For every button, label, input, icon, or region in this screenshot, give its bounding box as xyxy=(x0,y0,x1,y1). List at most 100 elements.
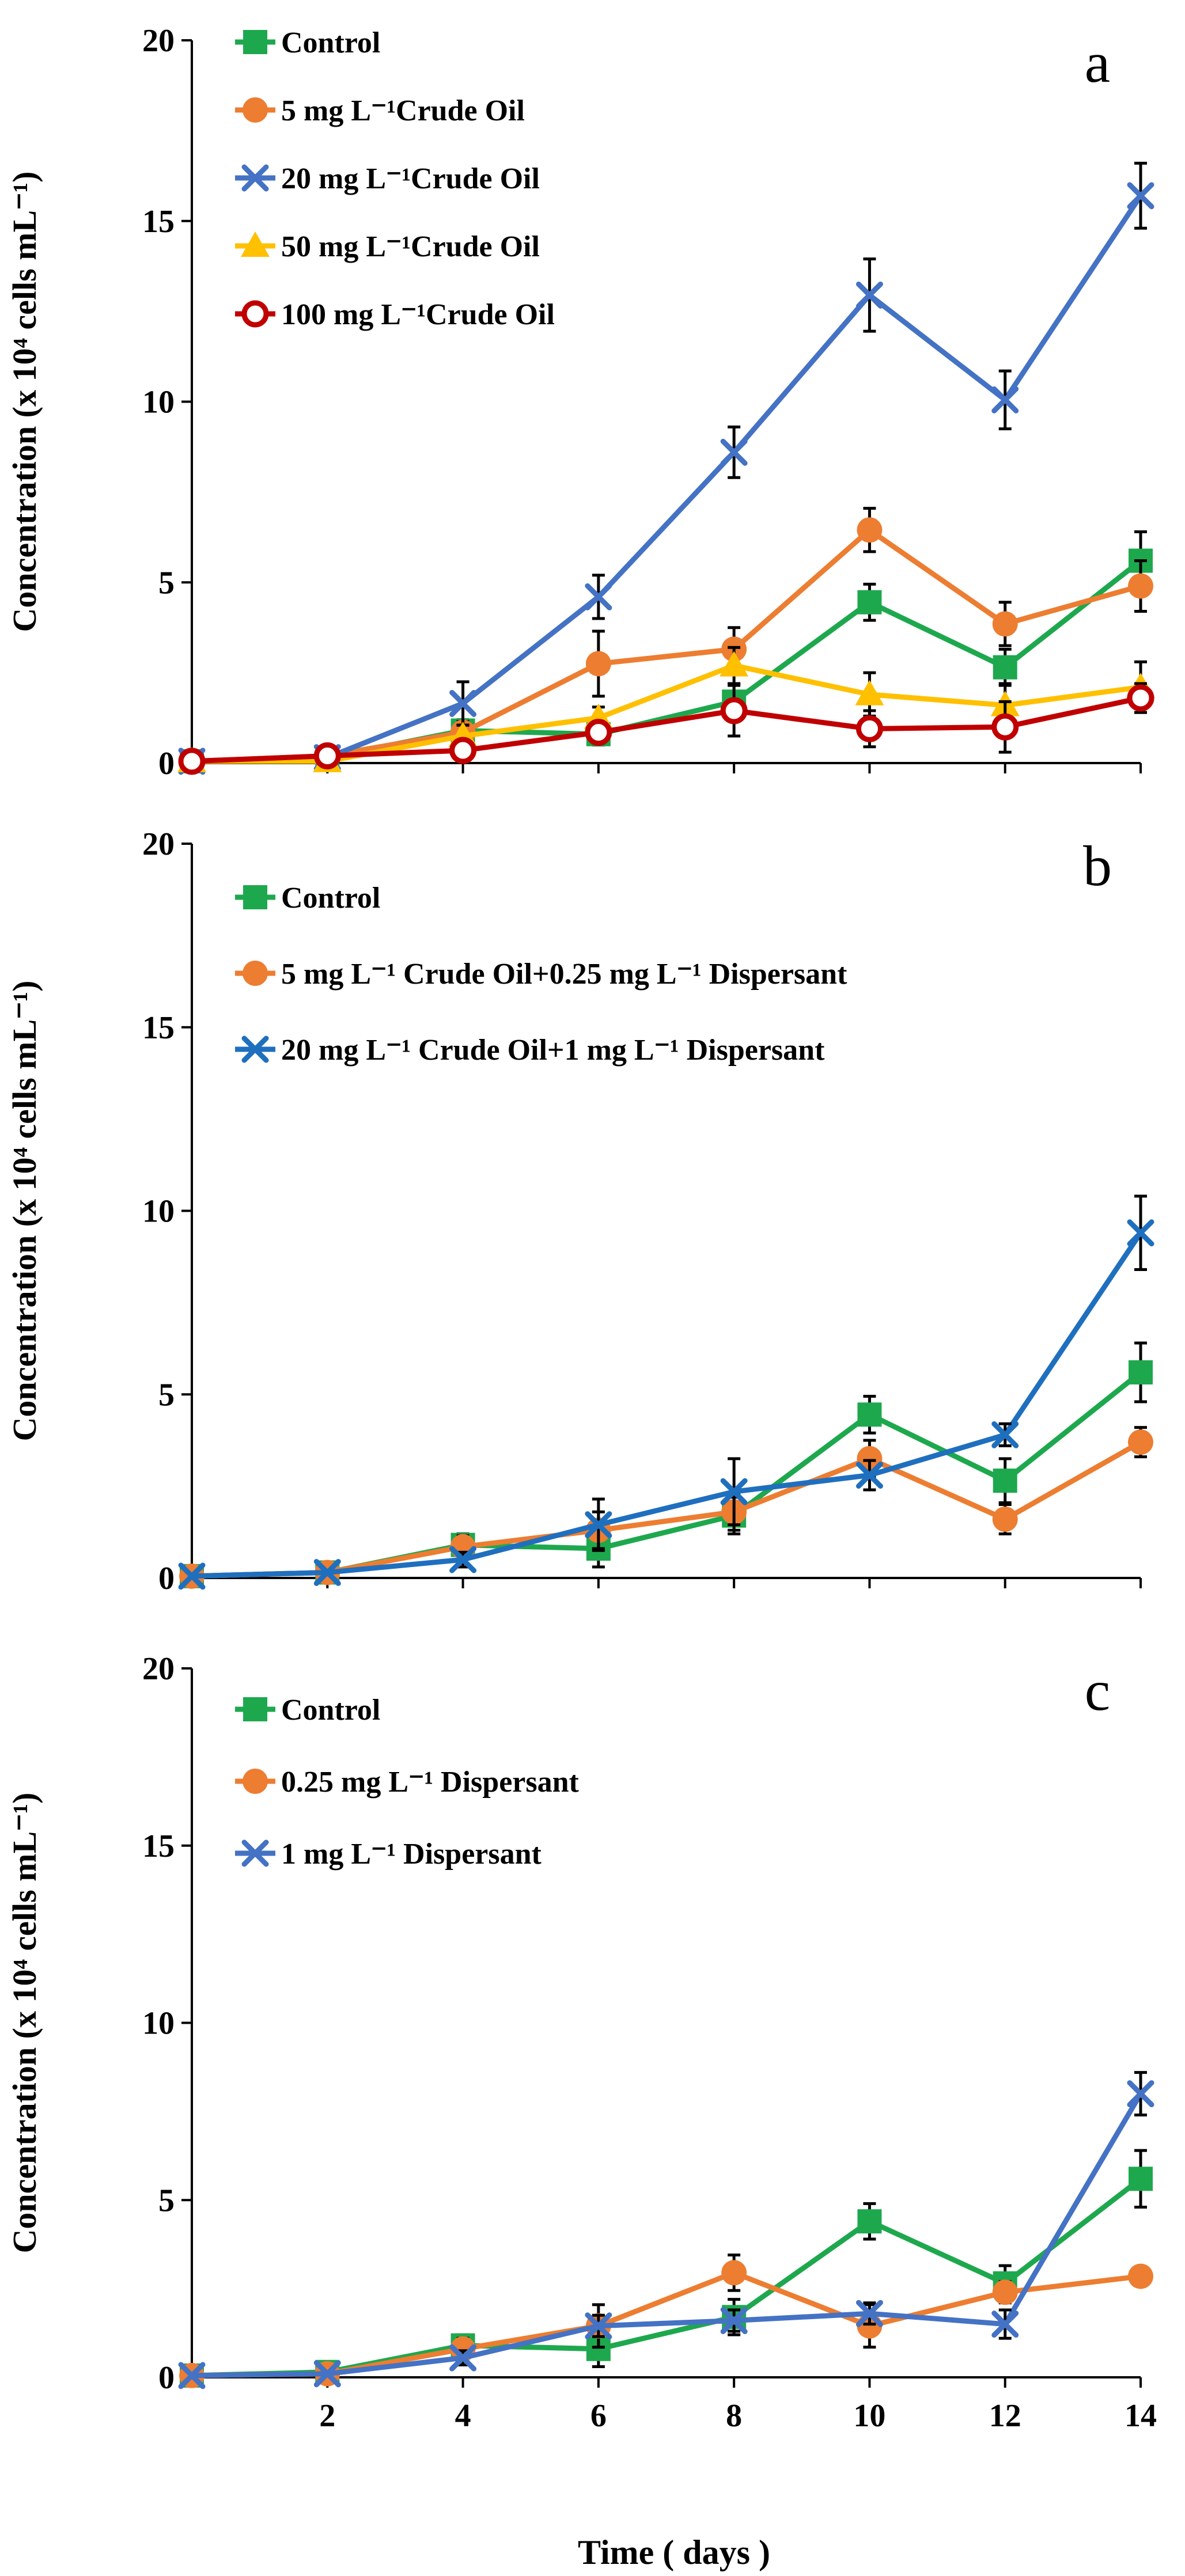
data-point xyxy=(855,680,884,705)
x-tick-label: 6 xyxy=(590,2398,607,2434)
legend-marker xyxy=(243,885,267,909)
legend-marker xyxy=(243,1769,268,1794)
x-axis-title: Time ( days ) xyxy=(578,2533,770,2571)
y-tick-label: 0 xyxy=(158,2360,175,2396)
data-point xyxy=(992,2279,1018,2305)
data-point xyxy=(855,1462,883,1489)
data-point xyxy=(449,2344,477,2372)
data-point xyxy=(585,719,612,746)
y-tick-label: 10 xyxy=(142,2006,175,2042)
legend-entry: Control xyxy=(235,882,380,915)
panel-b: 0 5 10 15 20 Concentration (x 10⁴ cells mL⁻¹)… xyxy=(6,826,1154,1596)
series-line xyxy=(191,2092,1143,2378)
series-line xyxy=(191,1231,1143,1579)
legend-entry: Control xyxy=(235,1694,380,1727)
y-tick-label: 5 xyxy=(158,2183,175,2218)
data-point xyxy=(720,1478,748,1505)
data-point xyxy=(1127,2080,1154,2108)
data-point xyxy=(1128,2263,1153,2289)
legend-label: Control xyxy=(281,882,380,915)
legend-marker xyxy=(243,961,268,986)
legend-entry: 0.25 mg L⁻¹ Dispersant xyxy=(235,1766,580,1799)
legend-label: Control xyxy=(281,26,380,59)
legend-marker xyxy=(241,1035,269,1063)
legend-marker xyxy=(241,300,269,328)
data-point xyxy=(1127,1219,1154,1247)
legend-marker xyxy=(243,1697,267,1721)
legend-marker xyxy=(243,97,268,123)
data-point xyxy=(720,651,749,677)
panel-a: 0 5 10 15 20 Concentration (x 10⁴ cells mL⁻¹)… xyxy=(6,23,1155,781)
data-point xyxy=(855,715,883,742)
y-tick-label: 5 xyxy=(158,1377,175,1413)
data-point xyxy=(857,2209,882,2234)
data-point xyxy=(991,2311,1019,2338)
data-point xyxy=(449,737,477,764)
legend-entry: Control xyxy=(235,26,380,59)
y-tick-label: 20 xyxy=(142,23,175,59)
x-tick-label: 10 xyxy=(853,2398,885,2434)
panel-label: b xyxy=(1083,834,1112,898)
data-point xyxy=(449,1546,477,1573)
y-tick-label: 10 xyxy=(142,385,175,420)
legend-label: 50 mg L⁻¹Crude Oil xyxy=(281,230,540,263)
legend-label: Control xyxy=(281,1694,380,1727)
data-point xyxy=(857,517,883,543)
data-point xyxy=(1129,1360,1153,1384)
y-tick-label: 20 xyxy=(142,1651,175,1687)
legend-label: 5 mg L⁻¹Crude Oil xyxy=(281,94,525,127)
legend-entry: 20 mg L⁻¹Crude Oil xyxy=(235,162,540,195)
data-point xyxy=(857,1402,882,1427)
data-point xyxy=(720,2307,748,2335)
data-point xyxy=(993,1469,1017,1493)
data-point xyxy=(313,2360,341,2388)
y-tick-label: 10 xyxy=(142,1194,175,1230)
legend-marker xyxy=(241,164,269,192)
data-point xyxy=(1129,2167,1153,2191)
data-point xyxy=(721,2260,747,2286)
legend-marker xyxy=(243,30,267,54)
series-line xyxy=(191,695,1141,764)
panel-label: a xyxy=(1085,31,1110,94)
data-point xyxy=(313,742,341,769)
data-point xyxy=(585,1511,612,1539)
data-point xyxy=(585,583,612,610)
data-point xyxy=(857,1446,883,1471)
legend-label: 0.25 mg L⁻¹ Dispersant xyxy=(281,1766,580,1799)
data-point xyxy=(720,697,748,724)
series-square xyxy=(180,1341,1153,1588)
legend-entry: 100 mg L⁻¹Crude Oil xyxy=(235,298,555,331)
y-tick-label: 0 xyxy=(158,1561,175,1596)
series-x xyxy=(178,1194,1154,1590)
legend-marker xyxy=(241,232,270,257)
y-axis-title: Concentration (x 10⁴ cells mL⁻¹) xyxy=(6,981,43,1441)
legend-entry: 50 mg L⁻¹Crude Oil xyxy=(235,230,540,263)
y-axis-title: Concentration (x 10⁴ cells mL⁻¹) xyxy=(6,1793,43,2253)
data-point xyxy=(991,713,1019,741)
legend-label: 100 mg L⁻¹Crude Oil xyxy=(281,298,555,331)
data-point xyxy=(720,438,748,466)
data-point xyxy=(1127,684,1154,712)
legend-label: 1 mg L⁻¹ Dispersant xyxy=(281,1838,542,1871)
data-point xyxy=(991,386,1019,413)
legend-entry: 5 mg L⁻¹ Crude Oil+0.25 mg L⁻¹ Dispersan… xyxy=(235,958,847,991)
series-line xyxy=(191,527,1142,764)
series-x xyxy=(178,2071,1154,2389)
series-square xyxy=(180,2149,1153,2388)
series-ocircle xyxy=(178,682,1154,775)
x-tick-label: 8 xyxy=(726,2398,742,2434)
data-point xyxy=(1127,182,1154,210)
data-point xyxy=(992,611,1018,637)
y-axis-title: Concentration (x 10⁴ cells mL⁻¹) xyxy=(6,172,43,632)
legend-label: 5 mg L⁻¹ Crude Oil+0.25 mg L⁻¹ Dispersan… xyxy=(281,958,847,991)
legend-entry: 1 mg L⁻¹ Dispersant xyxy=(235,1838,542,1871)
series-circle xyxy=(179,507,1153,774)
series-line xyxy=(191,194,1143,764)
y-tick-label: 15 xyxy=(142,1010,175,1046)
data-point xyxy=(178,748,206,775)
data-point xyxy=(178,1562,206,1590)
legend-label: 20 mg L⁻¹Crude Oil xyxy=(281,162,540,195)
y-tick-label: 20 xyxy=(142,826,175,862)
y-tick-label: 0 xyxy=(158,746,175,781)
